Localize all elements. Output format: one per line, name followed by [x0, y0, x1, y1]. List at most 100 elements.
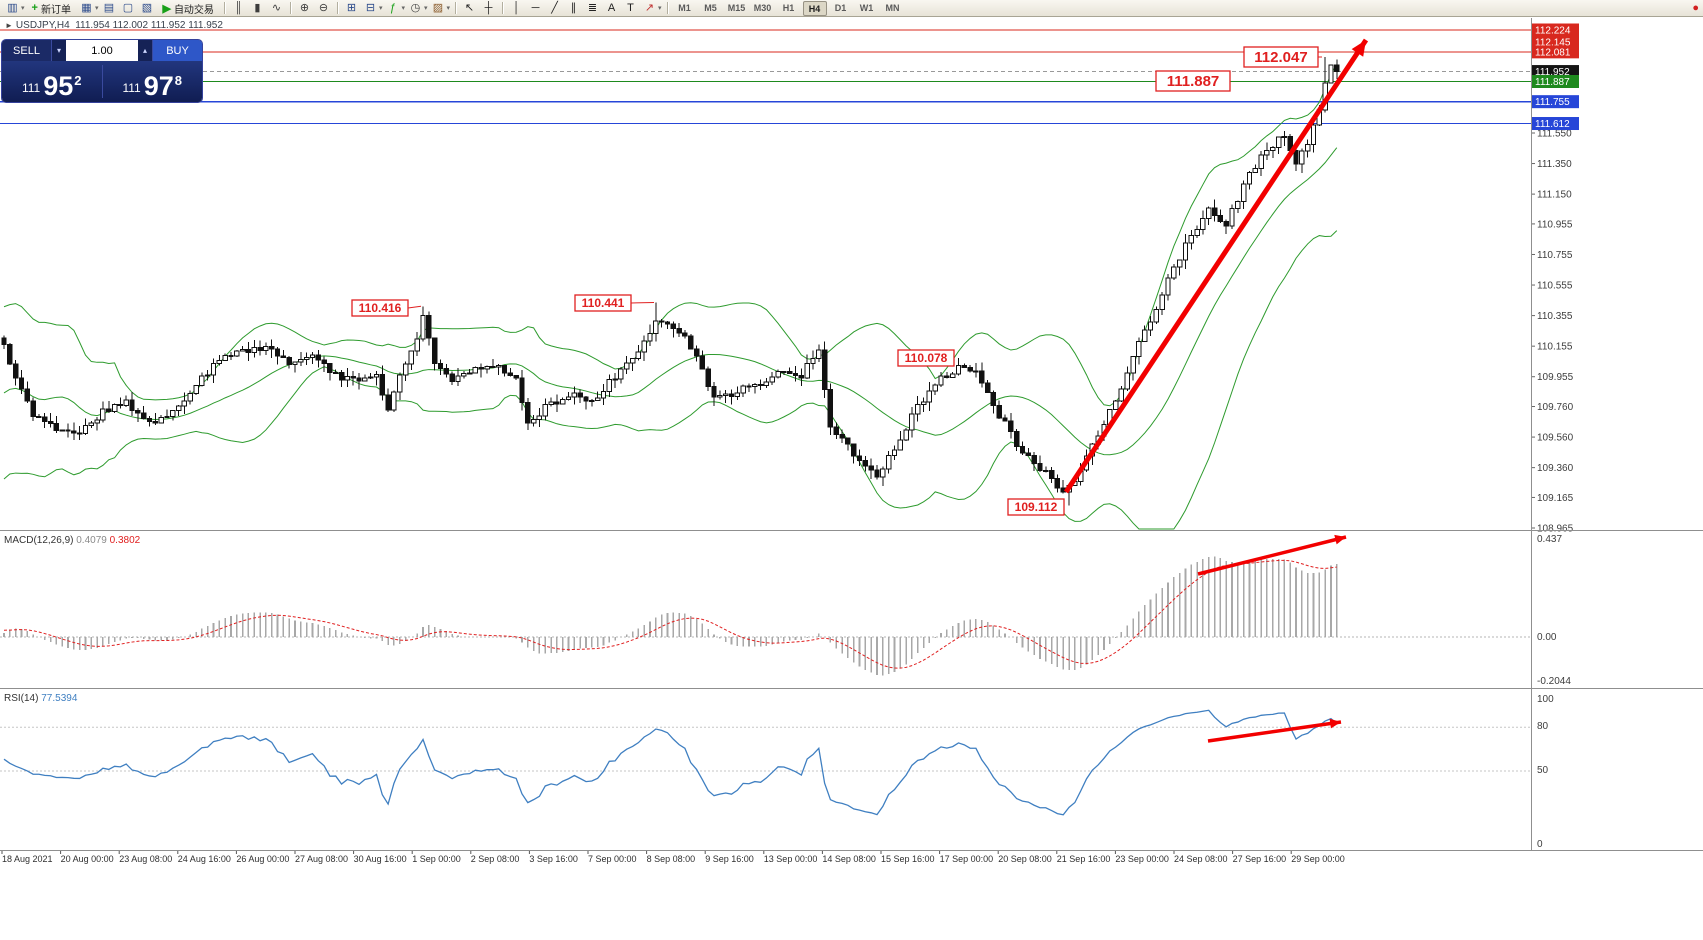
- svg-text:0.00: 0.00: [1537, 632, 1557, 643]
- svg-text:112.081: 112.081: [1535, 47, 1571, 58]
- volume-input[interactable]: [66, 40, 138, 61]
- trendline-icon[interactable]: ╱: [551, 1, 558, 14]
- price-scale[interactable]: 111.550 111.350 111.150 110.955 110.755 110.5…: [1531, 23, 1579, 851]
- symbol-marker-icon: ►: [5, 21, 13, 30]
- buy-price-figure: 111: [122, 81, 141, 95]
- macd-signal-line: [3, 559, 1337, 669]
- volume-increase-button[interactable]: ▴: [138, 40, 152, 61]
- svg-text:24 Aug 16:00: 24 Aug 16:00: [178, 854, 231, 864]
- toolbar-separator: [502, 2, 503, 14]
- svg-text:27 Sep 16:00: 27 Sep 16:00: [1233, 854, 1287, 864]
- rsi-indicator-label: RSI(14) 77.5394: [4, 693, 77, 704]
- autotrading-button-icon: ▶: [162, 2, 171, 15]
- indicators-icon[interactable]: ƒ: [389, 1, 397, 14]
- price-callout-labels[interactable]: 110.416 110.441 110.078 109.112 111.887 112.0…: [351, 46, 1323, 516]
- cursor-icon[interactable]: ↖: [464, 1, 475, 14]
- templates-icon-caret[interactable]: ▾: [446, 5, 450, 12]
- zoom-out-icon[interactable]: ⊖: [318, 1, 329, 14]
- horizontal-line-icon[interactable]: ─: [531, 1, 540, 14]
- arrows-icon-caret[interactable]: ▾: [658, 5, 662, 12]
- svg-text:112.145: 112.145: [1535, 38, 1571, 49]
- sell-button[interactable]: SELL: [2, 40, 52, 61]
- svg-text:111.350: 111.350: [1537, 159, 1572, 170]
- svg-text:100: 100: [1537, 694, 1554, 705]
- new-order-button-label: 新订单: [40, 4, 71, 16]
- connection-status-icon[interactable]: ●: [1692, 2, 1699, 14]
- timeframe-m1-button[interactable]: M1: [678, 2, 691, 13]
- buy-price[interactable]: 111 97 8: [103, 61, 203, 102]
- rsi-name: RSI(14): [4, 693, 39, 704]
- svg-text:110.155: 110.155: [1537, 342, 1573, 353]
- timeframe-m5-button[interactable]: M5: [704, 2, 717, 13]
- new-chart-icon[interactable]: ▥: [7, 1, 18, 14]
- rsi-value: 77.5394: [41, 693, 78, 704]
- svg-text:110.441: 110.441: [582, 296, 625, 310]
- bollinger-lower-band: [3, 230, 1338, 530]
- arrows-icon[interactable]: ↗: [644, 1, 655, 14]
- charts-profile-icon[interactable]: ▦: [81, 1, 92, 14]
- navigator-icon[interactable]: ▧: [141, 1, 153, 14]
- periods-icon[interactable]: ◷: [410, 1, 421, 14]
- timeframe-m30-button[interactable]: M30: [753, 2, 772, 13]
- indicators-icon-caret[interactable]: ▾: [401, 5, 405, 12]
- line-chart-icon[interactable]: ∿: [271, 1, 282, 14]
- sell-price[interactable]: 111 95 2: [2, 61, 102, 102]
- new-order-button[interactable]: + 新订单: [27, 1, 76, 16]
- new-chart-icon-caret[interactable]: ▾: [21, 5, 25, 12]
- autotrading-button[interactable]: ▶ 自动交易: [157, 1, 218, 16]
- fibonacci-icon[interactable]: ≣: [587, 1, 598, 14]
- timeframe-h1-button[interactable]: H1: [782, 2, 795, 13]
- timeframe-m15-button[interactable]: M15: [727, 2, 746, 13]
- svg-text:23 Sep 00:00: 23 Sep 00:00: [1115, 854, 1169, 864]
- horizontal-price-lines[interactable]: [0, 29, 1531, 125]
- zoom-in-icon[interactable]: ⊕: [299, 1, 310, 14]
- symbol-ohlc-line: ► USDJPY,H4 111.954 112.002 111.952 111.9…: [5, 20, 223, 31]
- tile-windows-icon[interactable]: ⊞: [346, 1, 357, 14]
- svg-text:15 Sep 16:00: 15 Sep 16:00: [881, 854, 935, 864]
- svg-text:109.165: 109.165: [1537, 493, 1574, 504]
- timeframe-w1-button[interactable]: W1: [859, 2, 874, 13]
- trade-panel-controls: SELL ▾ ▴ BUY: [2, 40, 202, 61]
- buy-price-pips: 97: [143, 71, 174, 101]
- trade-panel-divider: [101, 65, 103, 98]
- data-window-icon[interactable]: ▢: [122, 1, 134, 14]
- arrange-windows-icon[interactable]: ⊟: [365, 1, 376, 14]
- buy-button[interactable]: BUY: [152, 40, 202, 61]
- svg-text:18 Aug 2021: 18 Aug 2021: [2, 854, 53, 864]
- svg-text:1 Sep 00:00: 1 Sep 00:00: [412, 854, 461, 864]
- svg-text:109.760: 109.760: [1537, 402, 1574, 413]
- templates-icon[interactable]: ▨: [432, 1, 444, 14]
- text-label-icon[interactable]: T: [627, 1, 634, 14]
- svg-text:27 Aug 08:00: 27 Aug 08:00: [295, 854, 348, 864]
- svg-text:110.416: 110.416: [359, 301, 402, 315]
- candlestick-chart-icon[interactable]: ▮: [254, 1, 261, 14]
- time-axis[interactable]: 18 Aug 2021 20 Aug 00:00 23 Aug 08:00 24 Au…: [1, 851, 1345, 864]
- trend-arrows[interactable]: [1063, 38, 1369, 743]
- svg-text:14 Sep 08:00: 14 Sep 08:00: [822, 854, 876, 864]
- panel-separators[interactable]: [0, 18, 1703, 851]
- arrange-windows-icon-caret[interactable]: ▾: [378, 5, 383, 12]
- svg-text:24 Sep 08:00: 24 Sep 08:00: [1174, 854, 1228, 864]
- charts-profile-icon-caret[interactable]: ▾: [94, 5, 99, 12]
- timeframe-mn-button[interactable]: MN: [885, 2, 900, 13]
- toolbar-separator: [223, 2, 225, 14]
- market-watch-icon[interactable]: ▤: [103, 1, 115, 14]
- svg-text:110.955: 110.955: [1537, 219, 1573, 230]
- channel-icon[interactable]: ∥: [570, 1, 577, 14]
- periods-icon-caret[interactable]: ▾: [423, 5, 428, 12]
- crosshair-icon[interactable]: ┼: [484, 1, 493, 14]
- vertical-line-icon[interactable]: │: [513, 1, 520, 14]
- svg-text:0.437: 0.437: [1537, 534, 1562, 545]
- volume-decrease-button[interactable]: ▾: [52, 40, 66, 61]
- svg-text:109.560: 109.560: [1537, 433, 1574, 444]
- svg-text:111.612: 111.612: [1535, 119, 1570, 130]
- bar-chart-icon[interactable]: ║: [234, 1, 243, 14]
- toolbar: ▥ ▾ + 新订单 ▦ ▾ ▤ ▢ ▧ ▶ 自动交易 ║ ▮ ∿ ⊕ ⊖ ⊞ ⊟ ▾ ƒ ▾ ◷ ▾ ▨ ▾ ↖ ┼ │ ─ ╱ ∥ ≣ A T ↗…: [0, 0, 1703, 17]
- timeframe-d1-button[interactable]: D1: [834, 2, 847, 13]
- svg-text:110.355: 110.355: [1537, 311, 1573, 322]
- timeframe-h4-button[interactable]: H4: [802, 0, 827, 16]
- svg-text:111.887: 111.887: [1535, 77, 1570, 88]
- text-icon[interactable]: A: [607, 1, 616, 14]
- svg-text:112.224: 112.224: [1535, 26, 1571, 37]
